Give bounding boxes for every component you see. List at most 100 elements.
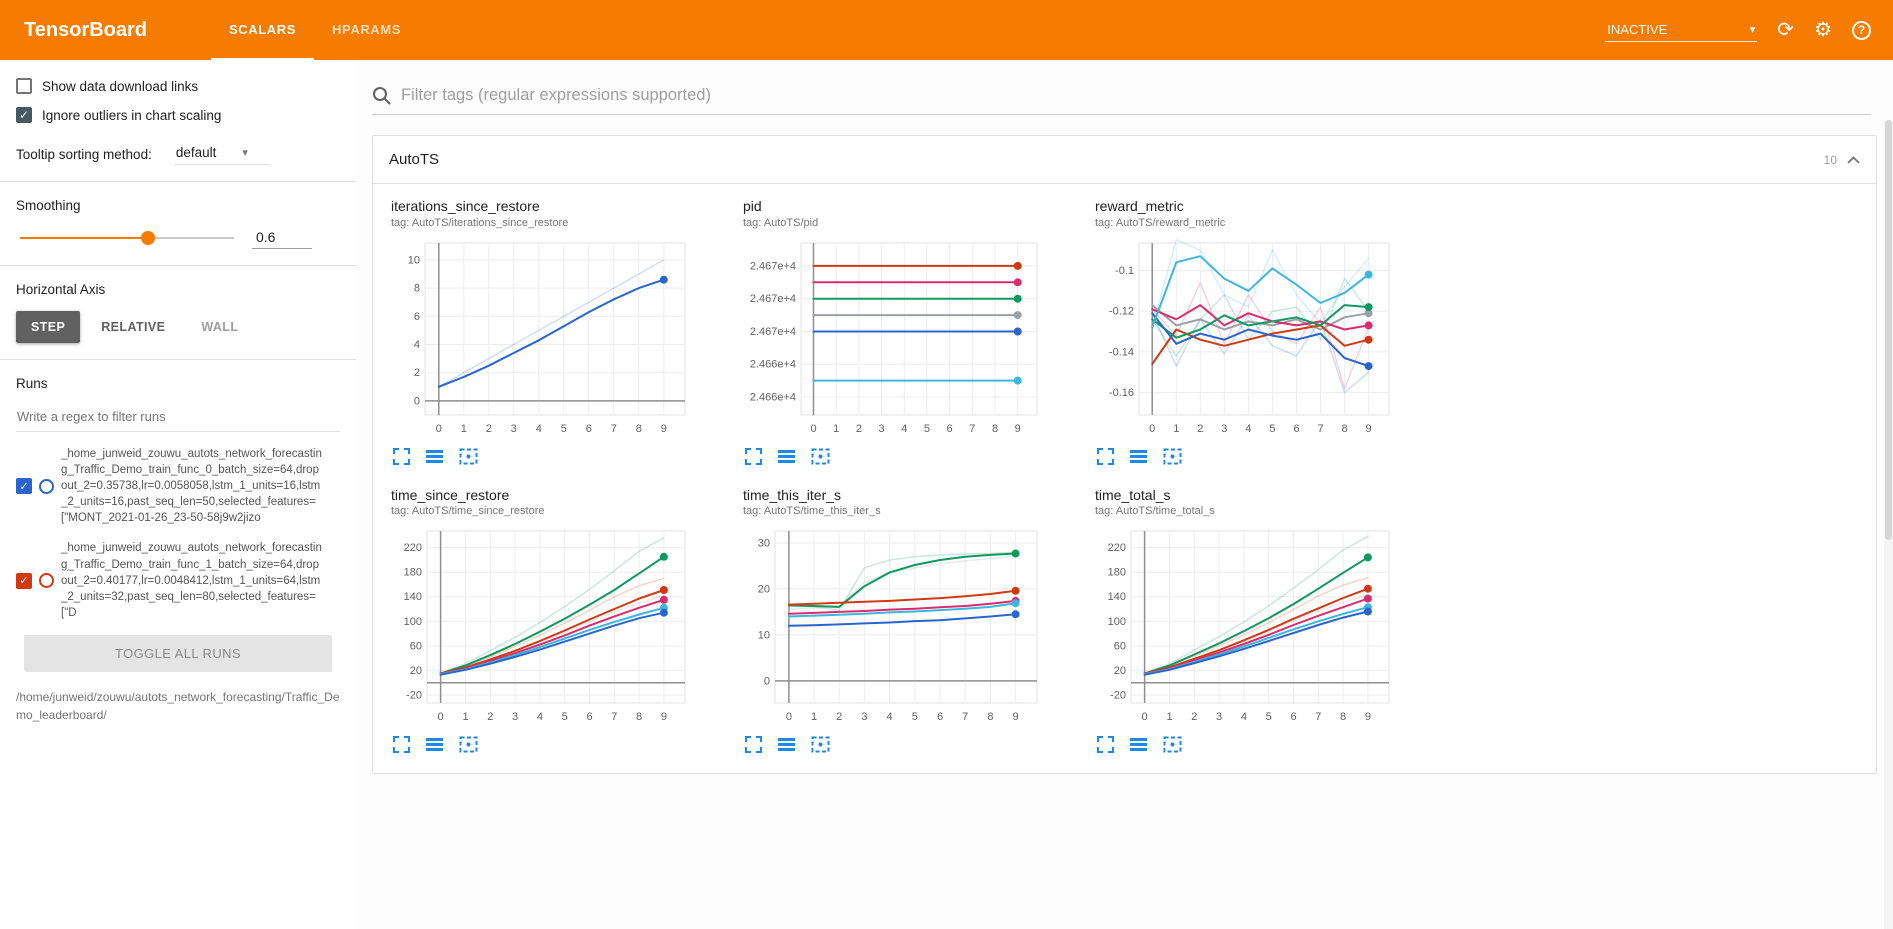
scrollbar-thumb[interactable] [1885, 120, 1892, 540]
tooltip-sorting-dropdown[interactable]: default ▾ [173, 143, 270, 165]
check-icon: ✓ [19, 575, 29, 588]
toggle-all-runs-button[interactable]: TOGGLE ALL RUNS [24, 634, 332, 672]
fit-domain-icon[interactable] [811, 736, 830, 753]
tooltip-sorting-value: default [175, 145, 217, 160]
fit-domain-icon[interactable] [459, 448, 478, 465]
svg-text:5: 5 [562, 711, 568, 723]
chart-svg[interactable]: -20 20 60 100 140 180 220 0 1 2 3 4 5 6 7 8 9 [1095, 521, 1401, 727]
card-count: 10 [1823, 152, 1837, 167]
svg-text:9: 9 [1013, 711, 1019, 723]
chart-svg[interactable]: 0 2 4 6 8 10 0 1 2 3 4 5 6 7 8 9 [391, 233, 697, 439]
status-dropdown[interactable]: INACTIVE ▾ [1605, 18, 1758, 42]
run-checkbox[interactable]: ✓ [16, 572, 32, 589]
svg-text:2.467e+4: 2.467e+4 [750, 326, 796, 338]
expand-chart-icon[interactable] [393, 736, 410, 753]
run-radio[interactable] [39, 478, 54, 494]
fit-domain-icon[interactable] [1163, 736, 1182, 753]
svg-text:-20: -20 [1110, 690, 1126, 702]
run-row[interactable]: ✓ _home_junweid_zouwu_autots_network_for… [16, 540, 340, 620]
logdir-path: /home/junweid/zouwu/autots_network_forec… [16, 689, 340, 722]
expand-chart-icon[interactable] [1097, 736, 1114, 753]
data-table-icon[interactable] [1130, 449, 1147, 464]
settings-gear-icon[interactable]: ⚙ [1814, 19, 1832, 41]
fit-domain-icon[interactable] [459, 736, 478, 753]
help-icon[interactable]: ? [1852, 20, 1871, 40]
chart-toolbar [1095, 447, 1401, 465]
svg-text:0: 0 [438, 711, 444, 723]
runs-filter-input[interactable] [16, 405, 340, 432]
settings-sidebar: Show data download links ✓ Ignore outlie… [0, 60, 356, 929]
axis-wall-button[interactable]: WALL [186, 311, 253, 343]
data-table-icon[interactable] [426, 449, 443, 464]
filter-tags-input[interactable] [401, 86, 1871, 105]
ignore-outliers-checkbox[interactable]: ✓ Ignore outliers in chart scaling [16, 107, 340, 123]
data-table-icon[interactable] [778, 449, 795, 464]
tab-scalars[interactable]: SCALARS [210, 0, 315, 60]
chart-tag: tag: AutoTS/iterations_since_restore [391, 216, 569, 229]
chart-tag: tag: AutoTS/time_total_s [1095, 505, 1215, 517]
divider [0, 181, 356, 182]
tab-hparams[interactable]: HPARAMS [332, 21, 401, 37]
scrollbar[interactable] [1884, 120, 1893, 929]
chevron-down-icon: ▾ [242, 147, 248, 159]
data-table-icon[interactable] [1130, 737, 1147, 752]
runs-label: Runs [16, 376, 48, 391]
svg-text:220: 220 [404, 542, 422, 554]
expand-chart-icon[interactable] [745, 736, 762, 753]
chart-svg[interactable]: -20 20 60 100 140 180 220 0 1 2 3 4 5 6 7 8 9 [391, 521, 697, 727]
slider-thumb[interactable] [141, 231, 156, 245]
svg-text:9: 9 [1365, 711, 1371, 723]
svg-text:9: 9 [661, 711, 667, 723]
smoothing-slider[interactable] [20, 231, 234, 245]
fit-domain-icon[interactable] [1163, 448, 1182, 465]
svg-text:2: 2 [486, 423, 492, 435]
chart-svg[interactable]: 0 10 20 30 0 1 2 3 4 5 6 7 8 9 [743, 521, 1049, 727]
fit-domain-icon[interactable] [811, 448, 830, 465]
main-content: AutoTS 10 iterations_since_restore tag: … [356, 60, 1893, 929]
run-radio[interactable] [39, 573, 54, 589]
svg-text:0: 0 [436, 423, 442, 435]
chart-svg[interactable]: -0.1 -0.12 -0.14 -0.16 0 1 2 3 4 5 6 7 8 9 [1095, 233, 1401, 439]
svg-text:-0.16: -0.16 [1109, 387, 1134, 399]
svg-text:6: 6 [937, 711, 943, 723]
axis-step-button[interactable]: STEP [16, 311, 81, 343]
svg-text:8: 8 [1341, 423, 1347, 435]
expand-chart-icon[interactable] [745, 447, 762, 465]
expand-chart-icon[interactable] [393, 447, 410, 465]
refresh-icon[interactable]: ⟳ [1777, 19, 1795, 41]
smoothing-value-input[interactable]: 0.6 [252, 227, 312, 249]
svg-text:2.466e+4: 2.466e+4 [750, 391, 796, 403]
svg-text:6: 6 [414, 310, 420, 322]
chart-svg[interactable]: 2.467e+4 2.467e+4 2.467e+4 2.466e+4 2.466e+4… [743, 233, 1049, 439]
svg-text:180: 180 [404, 567, 422, 579]
axis-relative-button[interactable]: RELATIVE [86, 311, 180, 343]
run-row[interactable]: ✓ _home_junweid_zouwu_autots_network_for… [16, 446, 340, 526]
chart-tag: tag: AutoTS/pid [743, 216, 819, 229]
svg-text:7: 7 [1315, 711, 1321, 723]
svg-text:1: 1 [811, 711, 817, 723]
show-download-links-checkbox[interactable]: Show data download links [16, 78, 340, 94]
svg-text:3: 3 [861, 711, 867, 723]
chevron-up-icon[interactable] [1847, 155, 1860, 164]
svg-text:4: 4 [901, 423, 907, 435]
card-header[interactable]: AutoTS 10 [373, 136, 1876, 184]
data-table-icon[interactable] [426, 737, 443, 752]
run-label: _home_junweid_zouwu_autots_network_forec… [61, 448, 322, 525]
run-checkbox[interactable]: ✓ [16, 478, 32, 495]
svg-text:20: 20 [410, 665, 422, 677]
header-actions: INACTIVE ▾ ⟳ ⚙ ? [1605, 0, 1893, 60]
chart-plot: -20 20 60 100 140 180 220 0 1 2 3 4 5 6 7 8 9 [391, 521, 697, 732]
divider [0, 265, 356, 266]
expand-chart-icon[interactable] [1097, 447, 1114, 465]
svg-text:2: 2 [487, 711, 493, 723]
svg-text:-0.14: -0.14 [1109, 346, 1134, 358]
chart-title: reward_metric [1095, 198, 1184, 214]
svg-text:20: 20 [758, 583, 770, 595]
data-table-icon[interactable] [778, 737, 795, 752]
svg-text:8: 8 [636, 711, 642, 723]
chart-block: iterations_since_restore tag: AutoTS/ite… [391, 198, 697, 465]
svg-text:7: 7 [611, 711, 617, 723]
svg-text:0: 0 [414, 395, 420, 407]
svg-text:9: 9 [661, 423, 667, 435]
svg-text:60: 60 [1114, 640, 1126, 652]
